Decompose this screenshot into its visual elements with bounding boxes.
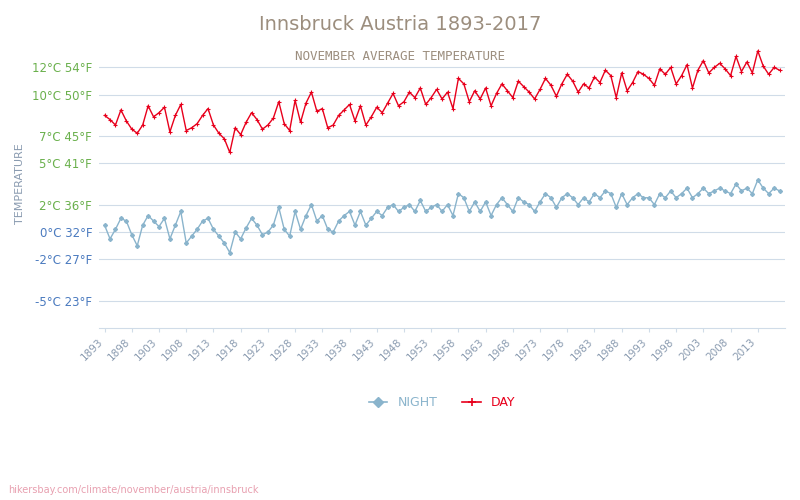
Text: hikersbay.com/climate/november/austria/innsbruck: hikersbay.com/climate/november/austria/i…	[8, 485, 258, 495]
Text: NOVEMBER AVERAGE TEMPERATURE: NOVEMBER AVERAGE TEMPERATURE	[295, 50, 505, 63]
Text: Innsbruck Austria 1893-2017: Innsbruck Austria 1893-2017	[259, 15, 541, 34]
Y-axis label: TEMPERATURE: TEMPERATURE	[15, 144, 25, 224]
Legend: NIGHT, DAY: NIGHT, DAY	[364, 391, 521, 414]
